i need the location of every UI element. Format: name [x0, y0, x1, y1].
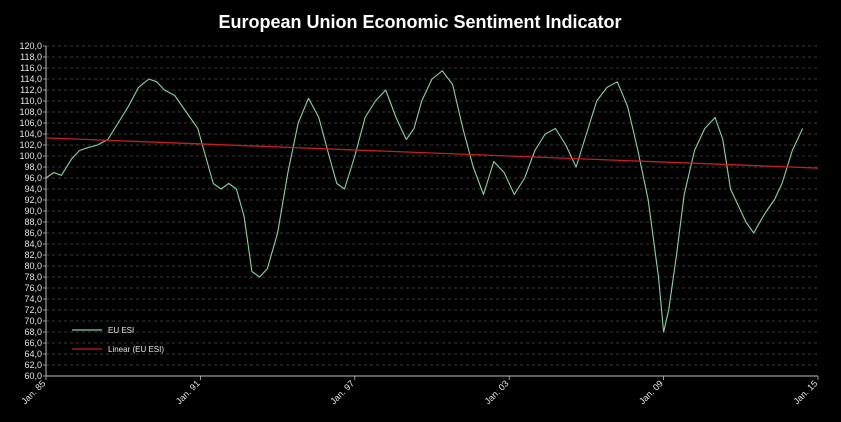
y-tick-label: 108,0	[19, 107, 42, 117]
legend: EU ESI Linear (EU ESI)	[72, 326, 164, 354]
series-line-linear-trend	[45, 137, 819, 169]
y-tick-label: 88,0	[24, 217, 42, 227]
y-tick-label: 104,0	[19, 129, 42, 139]
y-tick-label: 72,0	[24, 305, 42, 315]
y-tick-label: 98,0	[24, 162, 42, 172]
y-tick-label: 118,0	[20, 52, 42, 62]
y-tick-label: 84,0	[24, 239, 42, 249]
y-tick-label: 78,0	[24, 272, 42, 282]
legend-label-linear-eu-esi: Linear (EU ESI)	[108, 345, 164, 354]
y-tick-label: 92,0	[24, 195, 42, 205]
plot-area	[45, 70, 819, 333]
y-tick-label: 96,0	[24, 173, 42, 183]
y-tick-label: 64,0	[24, 349, 42, 359]
y-tick-label: 66,0	[24, 338, 42, 348]
y-tick-label: 120,0	[19, 41, 42, 51]
y-tick-label: 76,0	[24, 283, 42, 293]
chart-title: European Union Economic Sentiment Indica…	[218, 12, 621, 32]
y-tick-label: 68,0	[24, 327, 42, 337]
y-tick-label: 90,0	[24, 206, 42, 216]
y-tick-label: 86,0	[24, 228, 42, 238]
y-tick-label: 74,0	[24, 294, 42, 304]
y-tick-label: 70,0	[24, 316, 42, 326]
grid-lines	[46, 45, 818, 366]
y-tick-label: 80,0	[24, 261, 42, 271]
y-tick-label: 100,0	[19, 151, 42, 161]
y-tick-label: 102,0	[19, 140, 42, 150]
y-tick-label: 60,0	[24, 371, 42, 381]
y-tick-label: 110,0	[20, 96, 42, 106]
y-axis-ticks: 60,062,064,066,068,070,072,074,076,078,0…	[19, 41, 46, 381]
y-tick-label: 94,0	[24, 184, 42, 194]
y-tick-label: 62,0	[24, 360, 42, 370]
series-line-eu-esi	[45, 70, 804, 333]
legend-label-eu-esi: EU ESI	[108, 326, 134, 335]
y-tick-label: 82,0	[24, 250, 42, 260]
y-tick-label: 114,0	[20, 74, 42, 84]
y-tick-label: 106,0	[19, 118, 42, 128]
y-tick-label: 112,0	[20, 85, 42, 95]
y-tick-label: 116,0	[20, 63, 42, 73]
